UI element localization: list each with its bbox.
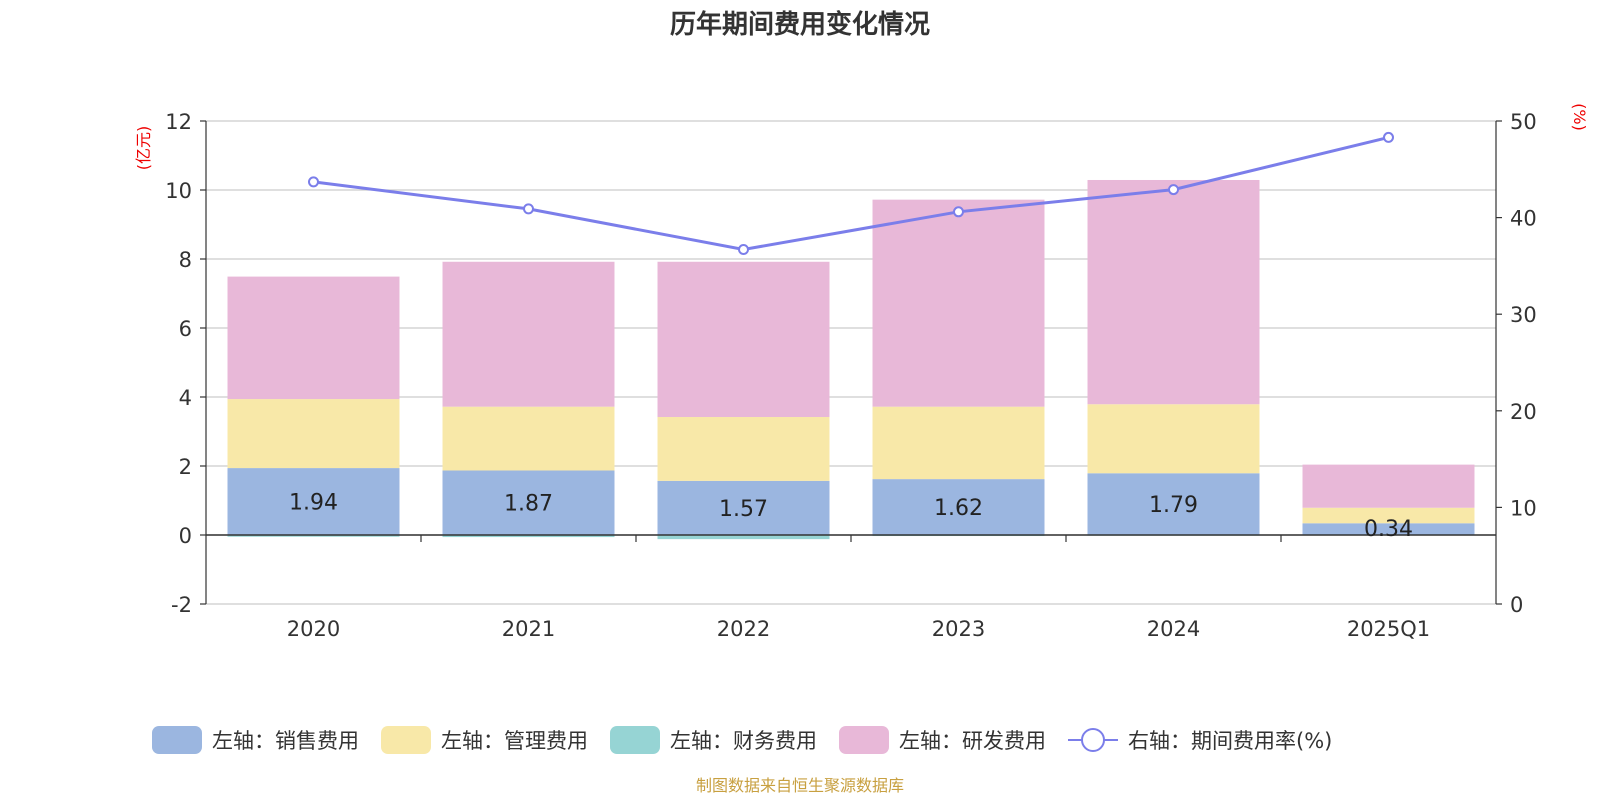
legend-label: 右轴：期间费用率(%) (1128, 729, 1332, 753)
bar-value-label: 1.62 (934, 496, 983, 521)
legend-label: 左轴：销售费用 (212, 729, 359, 753)
bar-segment (657, 480, 830, 535)
rate-point (523, 203, 534, 215)
category-label: 2023 (932, 617, 985, 641)
right-tick-label: 40 (1510, 207, 1537, 231)
bar-segment (872, 199, 1045, 407)
right-tick-label: 30 (1510, 303, 1537, 327)
bar-value-label: 0.34 (1364, 517, 1413, 542)
bar-segment (442, 470, 615, 535)
category-label: 2024 (1147, 617, 1200, 641)
right-axis-unit: (%) (1570, 103, 1589, 131)
left-tick-label: 0 (179, 524, 192, 548)
rate-point (738, 243, 749, 255)
bar-value-label: 1.94 (289, 491, 338, 516)
legend-swatch (152, 726, 202, 754)
right-tick-label: 20 (1510, 400, 1537, 424)
left-tick-label: 10 (165, 179, 192, 203)
rate-point (308, 176, 319, 188)
left-tick-label: 4 (179, 386, 192, 410)
bar-segment (442, 406, 615, 471)
bar-segment (227, 399, 400, 469)
bar-segment (227, 535, 400, 537)
rate-point (1168, 184, 1179, 196)
legend-marker (1081, 728, 1105, 752)
legend-label: 左轴：研发费用 (899, 729, 1046, 753)
bar-segment (872, 406, 1045, 480)
right-tick-label: 0 (1510, 593, 1523, 617)
bar-segment (442, 261, 615, 407)
legend: 左轴：销售费用 左轴：管理费用 左轴：财务费用 左轴：研发费用 右轴：期间费用率(%) (152, 726, 1332, 754)
legend-swatch (610, 726, 660, 754)
bar-segment (657, 535, 830, 540)
bar-segment (1087, 404, 1260, 474)
left-tick-label: -2 (171, 593, 192, 617)
bar-segment (1087, 179, 1260, 405)
left-tick-label: 6 (179, 317, 192, 341)
bar-segment (872, 479, 1045, 535)
bar-segment (657, 261, 830, 418)
legend-swatch (381, 726, 431, 754)
category-label: 2021 (502, 617, 555, 641)
category-label: 2022 (717, 617, 770, 641)
category-label: 2020 (287, 617, 340, 641)
bar-segment (1302, 523, 1475, 535)
rate-line (308, 131, 1394, 255)
left-axis-unit: (亿元) (134, 126, 153, 171)
chart-title: 历年期间费用变化情况 (670, 9, 930, 40)
bar-value-label: 1.79 (1149, 493, 1198, 518)
left-tick-label: 2 (179, 455, 192, 479)
bar-segment (1087, 473, 1260, 535)
bar-segment (227, 276, 400, 400)
bar-labels: 1.94 1.87 1.57 1.62 1.79 0.34 (289, 491, 1413, 542)
legend-swatch (839, 726, 889, 754)
legend-label: 左轴：管理费用 (441, 729, 588, 753)
bar-value-label: 1.87 (504, 492, 553, 517)
rate-point (1383, 131, 1394, 143)
bar-segment (1302, 464, 1475, 508)
right-tick-label: 50 (1510, 110, 1537, 134)
bar-segment (657, 417, 830, 481)
rate-point (953, 206, 964, 218)
bar-segment (442, 535, 615, 538)
bar-segment (1302, 507, 1475, 524)
bar-segment (227, 468, 400, 535)
source-note: 制图数据来自恒生聚源数据库 (696, 776, 904, 795)
rate-line-path (313, 135, 1389, 252)
category-label: 2025Q1 (1347, 617, 1430, 641)
left-tick-label: 8 (179, 248, 192, 272)
legend-label: 左轴：财务费用 (670, 729, 817, 753)
axes: -2 0 2 4 6 8 10 12 0 10 20 30 40 50 2020 2021 2022 2023 20… (165, 110, 1536, 641)
bar-value-label: 1.57 (719, 497, 768, 522)
left-tick-label: 12 (165, 110, 192, 134)
bars (227, 179, 1475, 540)
right-tick-label: 10 (1510, 496, 1537, 520)
